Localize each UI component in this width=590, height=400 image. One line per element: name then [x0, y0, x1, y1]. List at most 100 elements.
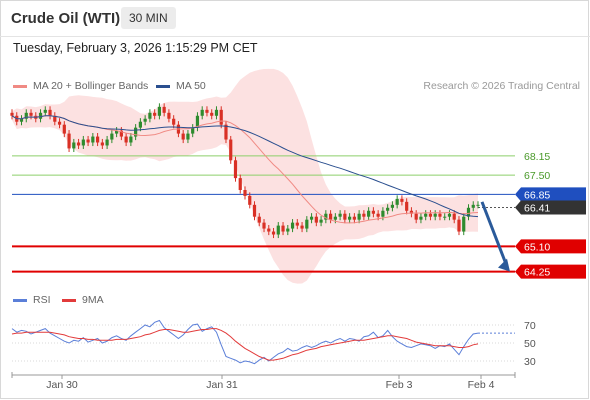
x-tick-label: Feb 3 [386, 379, 413, 391]
candle-body [348, 216, 352, 220]
candle-body [129, 136, 133, 143]
candle-body [376, 213, 380, 217]
candle-body [186, 133, 190, 140]
legend-rsi-ma-label: 9MA [82, 294, 104, 306]
candle-body [390, 204, 395, 208]
candle-body [428, 213, 433, 217]
candle-body [229, 139, 233, 161]
x-tick-label: Jan 31 [206, 379, 238, 391]
legend-ma50-label: MA 50 [176, 80, 206, 92]
candle-body [105, 139, 109, 146]
candle-body [19, 118, 24, 122]
x-tick-label: Feb 4 [468, 379, 495, 391]
candle-body [119, 130, 123, 137]
candle-body [24, 112, 28, 119]
candle-body [419, 216, 423, 220]
candle-body [452, 213, 456, 220]
candle-body [438, 213, 442, 217]
candle-body [267, 228, 271, 232]
level-label-66.41: 66.41 [524, 202, 550, 214]
candle-body [181, 133, 185, 140]
candle-body [257, 216, 261, 223]
candle-body [466, 207, 471, 217]
rsi-line [11, 319, 479, 365]
candle-body [81, 139, 85, 146]
candle-body [476, 204, 480, 206]
candle-body [338, 213, 342, 217]
candle-body [210, 112, 214, 116]
candle-body [352, 216, 356, 220]
candle-body [191, 127, 195, 134]
candle-body [424, 213, 428, 217]
candle-body [290, 222, 295, 229]
candle-body [357, 213, 361, 220]
candle-body [29, 112, 33, 116]
legend-rsi: RSI [13, 294, 51, 306]
level-box-65.10 [515, 239, 586, 254]
instrument-title: Crude Oil (WTI) [11, 10, 121, 27]
candle-body [457, 219, 461, 232]
rsi-tick-label: 50 [524, 338, 536, 350]
x-tick-label: Jan 30 [46, 379, 78, 391]
candle-body [381, 210, 385, 217]
candle-body [295, 222, 299, 226]
candle-body [100, 142, 104, 146]
candle-body [276, 225, 280, 235]
level-label-66.85: 66.85 [524, 189, 550, 201]
candle-body [124, 136, 128, 143]
level-label-64.25: 64.25 [524, 267, 550, 279]
rsi-tick-label: 70 [524, 320, 536, 332]
candle-body [443, 216, 447, 218]
ma50-line [11, 115, 479, 218]
candle-body [462, 216, 466, 232]
candle-body [243, 189, 247, 196]
candle-body [362, 213, 366, 217]
candle-body [333, 216, 337, 220]
candle-body [305, 219, 309, 229]
candle-body [134, 127, 138, 137]
level-box-66.41 [515, 200, 586, 215]
copyright-text: Research © 2026 Trading Central [423, 80, 580, 92]
candle-body [167, 112, 171, 119]
candle-body [86, 139, 90, 143]
candle-body [110, 133, 114, 140]
rsi-ma-line [11, 328, 479, 361]
forecast-arrow-head [498, 258, 510, 272]
candle-body [281, 225, 285, 232]
level-box-64.25 [515, 264, 586, 279]
level-box-66.85 [515, 187, 586, 202]
candle-body [67, 133, 71, 149]
candle-body [115, 130, 119, 134]
bollinger-band [12, 68, 478, 284]
legend-rsi-ma: 9MA [62, 294, 104, 306]
candle-body [343, 213, 347, 220]
timeframe-badge[interactable]: 30 MIN [121, 7, 176, 29]
candle-body [157, 106, 162, 116]
candle-body [262, 222, 266, 229]
candle-body [252, 204, 257, 217]
candle-body [324, 213, 328, 220]
candle-body [433, 213, 437, 217]
rsi-ma-swatch [62, 298, 76, 302]
candle-body [138, 121, 142, 128]
candle-body [48, 109, 52, 116]
candle-body [200, 109, 204, 116]
candle-body [143, 118, 147, 122]
candle-body [447, 213, 452, 217]
candle-body [62, 124, 66, 134]
candle-body [319, 219, 323, 223]
candle-body [409, 210, 414, 214]
candle-body [248, 195, 252, 205]
candle-body [214, 109, 219, 116]
candle-body [471, 204, 475, 208]
candle-body [10, 112, 14, 116]
timestamp: Tuesday, February 3, 2026 1:15:29 PM CET [13, 41, 258, 55]
candle-body [57, 121, 62, 125]
candle-body [400, 198, 404, 202]
candle-body [148, 112, 152, 119]
candle-body [309, 216, 314, 220]
candle-body [53, 115, 57, 122]
rsi-swatch [13, 298, 27, 302]
